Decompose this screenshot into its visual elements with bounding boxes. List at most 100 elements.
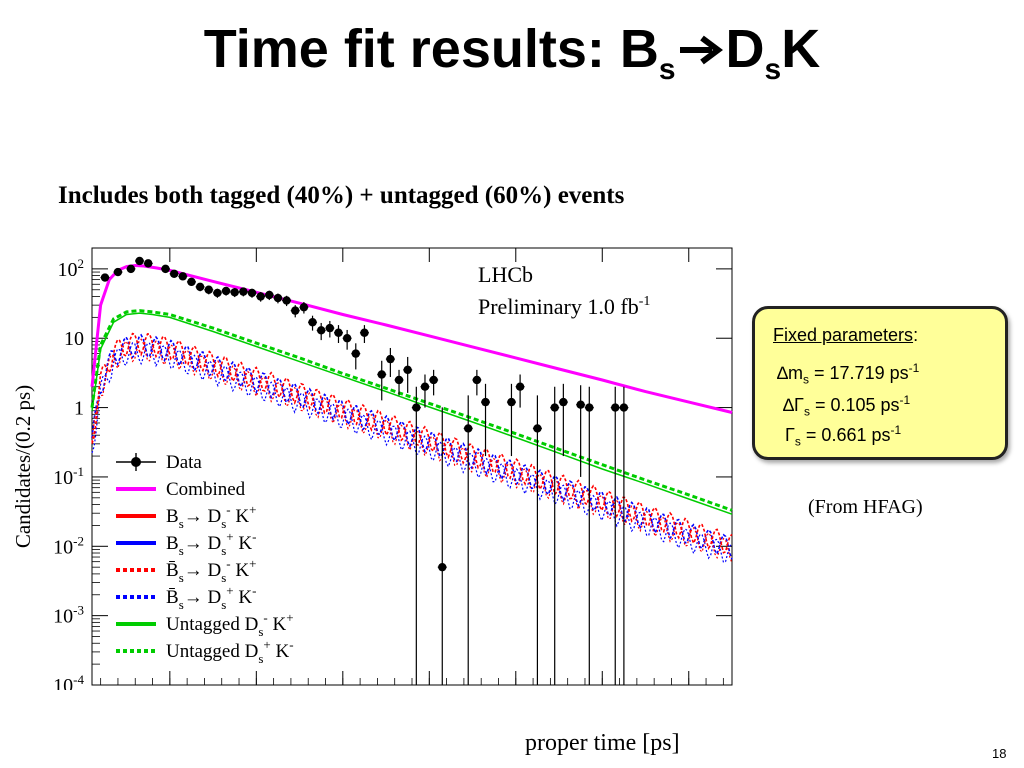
legend-item: Combined [116, 479, 246, 500]
title-text-d: D [725, 19, 765, 79]
title-text: Time fit results: B [203, 19, 659, 79]
data-point [342, 329, 352, 350]
preliminary-label: Preliminary 1.0 fb-1 [478, 294, 650, 319]
data-marker [100, 273, 110, 282]
data-marker [481, 397, 490, 407]
data-marker [213, 288, 222, 298]
legend-label: Bs→ Ds- K+ [166, 502, 256, 531]
param-delta-gamma-s: ∆Γs = 0.105 ps-1 [783, 393, 911, 419]
y-tick-label: 102 [58, 256, 85, 281]
data-marker [472, 375, 482, 385]
data-marker [135, 256, 144, 266]
data-point [264, 290, 274, 301]
data-marker [403, 365, 412, 375]
data-marker [239, 287, 248, 296]
data-marker [221, 286, 231, 296]
data-point [230, 288, 240, 298]
data-marker [576, 400, 585, 409]
data-point [359, 325, 369, 343]
y-tick-label: 10-3 [53, 603, 84, 628]
data-point [576, 385, 586, 477]
data-marker [394, 375, 404, 385]
data-point [238, 287, 248, 297]
data-marker [334, 328, 343, 337]
data-point [308, 315, 318, 331]
legend-label: Untagged Ds- K+ [166, 610, 294, 639]
data-marker [559, 397, 568, 407]
legend-item: Bs→ Ds- K+ [116, 502, 256, 531]
data-marker [377, 370, 386, 379]
curve-untagged_minus [90, 309, 733, 512]
data-marker [360, 328, 369, 337]
data-point [411, 386, 421, 685]
y-tick-label: 10-2 [53, 533, 84, 558]
data-point [113, 267, 123, 277]
data-marker [585, 403, 594, 412]
data-marker [420, 382, 430, 391]
title-text-k: K [781, 19, 821, 79]
data-point [221, 286, 231, 296]
data-point [100, 273, 110, 282]
data-point [584, 386, 594, 685]
data-point [515, 374, 525, 408]
data-point [247, 288, 257, 298]
data-point [135, 256, 145, 266]
title-sub-s1: s [658, 52, 676, 86]
data-marker [256, 292, 265, 301]
data-point [273, 293, 283, 304]
from-hfag-note: (From HFAG) [808, 496, 923, 518]
data-marker [351, 349, 360, 358]
legend-item: Untagged Ds- K+ [116, 610, 294, 639]
curve-untagged_plus [91, 312, 733, 515]
plot-frame [91, 247, 733, 686]
data-marker [282, 296, 291, 305]
curve-bs_dsk_minus [91, 333, 733, 560]
data-marker [611, 403, 620, 412]
y-tick-label: 10-4 [53, 672, 84, 690]
data-point [472, 369, 482, 396]
data-point [550, 386, 560, 685]
title-sub-s2: s [764, 52, 782, 86]
data-marker [464, 424, 473, 433]
data-marker [273, 293, 283, 303]
data-point [161, 264, 171, 274]
x-axis-label: proper time [ps] [525, 730, 680, 756]
data-point [619, 386, 629, 685]
data-point [333, 325, 343, 343]
legend-item: B̄s→ Ds- K+ [116, 556, 256, 585]
data-point [558, 383, 568, 457]
y-tick-label: 1 [74, 398, 84, 420]
slide-title: Time fit results: Bs DsK [0, 18, 1024, 87]
data-marker [161, 264, 170, 274]
right-arrow-icon [678, 18, 724, 80]
data-marker [247, 288, 257, 298]
y-tick-label: 10-1 [53, 464, 84, 489]
data-point [256, 292, 266, 302]
data-marker [230, 288, 239, 297]
axis-ticks: 246810121410210110-110-210-310-4 [53, 248, 732, 690]
data-point [316, 322, 326, 341]
data-point [282, 295, 292, 307]
params-heading: Fixed parameters: [773, 325, 919, 345]
data-marker [533, 424, 542, 433]
legend-label: Bs→ Ds+ K- [166, 529, 256, 558]
curve-bs_dsk_plus [91, 332, 733, 554]
data-marker [386, 354, 395, 364]
data-marker [412, 403, 421, 412]
fit-curves [90, 263, 733, 564]
data-marker [169, 269, 179, 278]
page-number: 18 [992, 746, 1007, 761]
data-point [420, 374, 430, 408]
data-marker [429, 375, 438, 385]
data-point [169, 269, 179, 278]
legend-label: Combined [166, 479, 246, 500]
chart-annotations: LHCb Preliminary 1.0 fb-1 [478, 262, 650, 319]
data-point [325, 320, 335, 338]
data-marker [342, 334, 352, 343]
data-point [299, 302, 309, 314]
data-point [437, 407, 447, 685]
data-point [429, 369, 439, 396]
data-marker [291, 306, 300, 315]
y-axis-title: Candidates/(0.2 ps) [11, 385, 35, 548]
